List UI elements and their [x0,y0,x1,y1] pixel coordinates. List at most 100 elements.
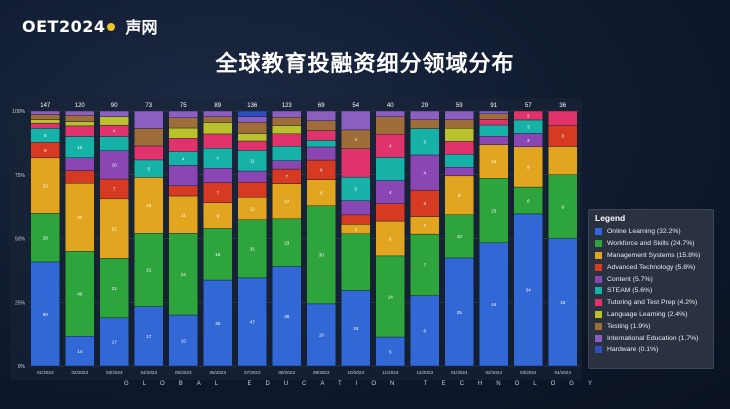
bar-segment [99,110,129,117]
legend-swatch [595,228,602,236]
data-label: 44 [491,302,497,307]
bar-segment [99,136,129,151]
bar-segment [479,124,509,137]
page-title: 全球教育投融资细分领域分布 [215,51,515,76]
bar-total-label: 29 [421,103,428,109]
bar-stack: 15 24 11 4 [168,110,198,367]
bar-segment [99,150,129,180]
bar-segment [65,336,95,367]
bar-segment [479,178,509,243]
bar-total-label: 75 [180,103,187,109]
bar-segment [375,220,405,257]
data-label: 12 [250,206,256,211]
bar-segment [341,214,371,225]
bar-stack: 17 21 21 7 10 4 [99,110,129,367]
bar-segment [444,119,474,129]
data-label: 9 [527,165,530,170]
brand-name: 声网 [125,20,158,37]
bar-total-label: 136 [247,103,258,109]
logo-badge-icon [107,23,116,31]
bar-segment [30,110,60,115]
data-label: 17 [284,199,290,204]
data-label: 9 [561,204,564,209]
bar-segment [410,295,440,367]
legend-item: Language Learning (2.4%) [595,309,707,321]
legend-label: Management Systems (15.8%) [607,251,701,259]
bar-segment [444,166,474,177]
bar-segment [513,110,543,121]
bar-segment [375,255,405,338]
bar-segment [341,200,371,216]
bar-segment [375,116,405,135]
bar-segment [168,165,198,186]
bar-segment [237,122,267,134]
data-label: 48 [284,314,290,319]
data-label: 11 [250,158,255,163]
data-label: 10 [112,163,118,168]
bar-total-label: 120 [75,103,86,109]
bar-segment [306,146,336,161]
bar-stack: 47 31 12 11 [237,110,267,367]
data-label: 34 [526,288,532,293]
bar-segment [375,110,405,117]
bar-segment [168,314,198,367]
bar-segment [134,145,164,161]
brand-logo: OET2024 声网 [22,14,158,38]
y-tick-label: 0% [18,364,26,370]
bar-segment [548,146,578,175]
x-tick-label: 04/2024 [554,370,571,375]
data-label: 15 [181,338,187,343]
bar-segment [203,168,233,183]
x-tick-label: 01/2023 [37,370,54,375]
bar-segment [168,117,198,129]
bar-segment [99,317,129,367]
legend-label: Testing (1.9%) [607,322,651,330]
bar-segment [203,228,233,281]
bar-segment [341,148,371,178]
legend-label: Hardware (0.1%) [607,346,659,354]
data-label: 6 [320,168,323,173]
data-label: 5 [389,349,392,354]
bar-segment [65,251,95,337]
bar-segment [30,157,60,214]
bar-total-label: 54 [352,103,359,109]
bar-segment [203,202,233,229]
bar-segment [203,279,233,367]
bar-segment [306,110,336,122]
legend-label: Tutoring and Test Prep (4.2%) [607,299,698,307]
bar-segment [444,175,474,215]
bar-segment [341,290,371,367]
y-tick-label: 25% [15,300,26,306]
bar-segment [272,125,302,135]
legend-swatch [595,346,602,354]
data-label: 3 [527,124,530,129]
bar-segment [513,146,543,188]
data-label: 21 [112,226,118,231]
data-label: 14 [77,349,83,354]
data-label: 32 [43,183,49,188]
bar-segment [548,110,578,126]
x-tick-label: 01/2024 [451,370,468,375]
bar-segment [237,116,267,123]
data-label: 3 [423,201,426,206]
legend-title: Legend [595,213,626,223]
data-label: 30 [215,321,221,326]
y-tick-label: 50% [15,237,26,243]
bar-total-label: 73 [145,103,152,109]
bar-segment [30,122,60,129]
bar-segment [306,130,336,141]
data-label: 17 [146,334,152,339]
data-label: 3 [423,140,426,145]
bar-segment [65,110,95,116]
bar-segment [65,157,95,171]
data-label: 5 [354,187,357,192]
data-label: 2 [527,113,530,118]
bar-total-label: 123 [282,103,293,109]
legend-label: Content (5.7%) [607,275,653,283]
x-tick-label: 03/2024 [520,370,537,375]
data-label: 9 [458,193,461,198]
bar-segment [237,140,267,151]
bar-segment [341,233,371,291]
